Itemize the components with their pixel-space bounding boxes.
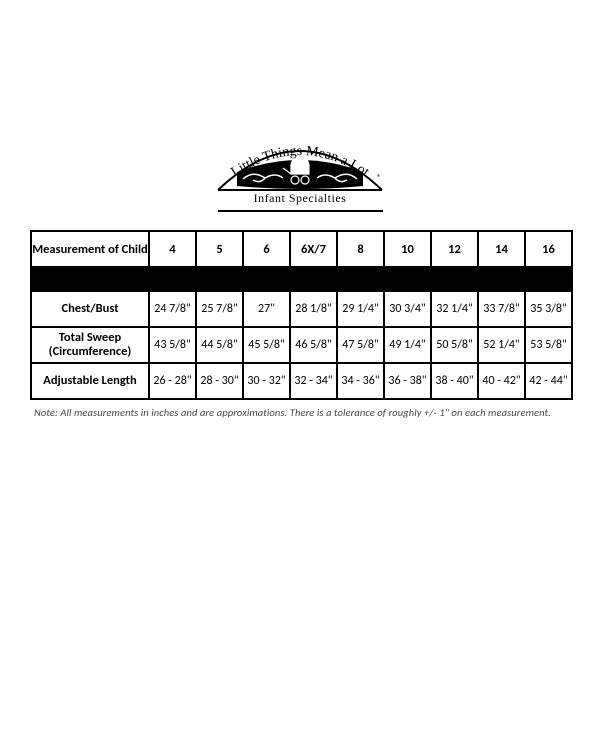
- cell: 53 5/8": [525, 327, 572, 363]
- cell: 26 - 28": [149, 363, 196, 399]
- row-label: Adjustable Length: [31, 363, 149, 399]
- cell: 33 7/8": [478, 291, 525, 327]
- logo-container: Little Things Mean a Lot ®: [30, 0, 570, 230]
- cell: 32 - 34": [290, 363, 337, 399]
- cell: 40 - 42": [478, 363, 525, 399]
- cell: 42 - 44": [525, 363, 572, 399]
- svg-text:®: ®: [377, 173, 381, 183]
- header-row: Measurement of Child 4 5 6 6X/7 8 10 12 …: [31, 231, 572, 267]
- spacer-row: [31, 267, 572, 291]
- size-header: 14: [478, 231, 525, 267]
- cell: 28 - 30": [196, 363, 243, 399]
- table-row: Total Sweep (Circumference) 43 5/8" 44 5…: [31, 327, 572, 363]
- size-header: 6X/7: [290, 231, 337, 267]
- cell: 47 5/8": [337, 327, 384, 363]
- table-row: Chest/Bust 24 7/8" 25 7/8" 27" 28 1/8" 2…: [31, 291, 572, 327]
- cell: 30 - 32": [243, 363, 290, 399]
- footnote: Note: All measurements in inches and are…: [30, 400, 570, 419]
- size-header: 6: [243, 231, 290, 267]
- brand-logo: Little Things Mean a Lot ®: [205, 130, 395, 212]
- cell: 28 1/8": [290, 291, 337, 327]
- page-container: Little Things Mean a Lot ®: [0, 0, 600, 419]
- cell: 38 - 40": [431, 363, 478, 399]
- row-label: Total Sweep (Circumference): [31, 327, 149, 363]
- size-header: 10: [384, 231, 431, 267]
- size-header: 4: [149, 231, 196, 267]
- size-header: 8: [337, 231, 384, 267]
- size-header: 5: [196, 231, 243, 267]
- cell: 34 - 36": [337, 363, 384, 399]
- cell: 29 1/4": [337, 291, 384, 327]
- cell: 27": [243, 291, 290, 327]
- cell: 43 5/8": [149, 327, 196, 363]
- cell: 49 1/4": [384, 327, 431, 363]
- cell: 44 5/8": [196, 327, 243, 363]
- size-chart-table: Measurement of Child 4 5 6 6X/7 8 10 12 …: [30, 230, 573, 400]
- cell: 52 1/4": [478, 327, 525, 363]
- cell: 50 5/8": [431, 327, 478, 363]
- cell: 30 3/4": [384, 291, 431, 327]
- header-label: Measurement of Child: [31, 231, 149, 267]
- size-header: 16: [525, 231, 572, 267]
- logo-arch-graphic: Little Things Mean a Lot ®: [205, 130, 395, 188]
- cell: 45 5/8": [243, 327, 290, 363]
- table-row: Adjustable Length 26 - 28" 28 - 30" 30 -…: [31, 363, 572, 399]
- cell: 25 7/8": [196, 291, 243, 327]
- row-label: Chest/Bust: [31, 291, 149, 327]
- cell: 24 7/8": [149, 291, 196, 327]
- cell: 35 3/8": [525, 291, 572, 327]
- size-header: 12: [431, 231, 478, 267]
- cell: 36 - 38": [384, 363, 431, 399]
- cell: 46 5/8": [290, 327, 337, 363]
- cell: 32 1/4": [431, 291, 478, 327]
